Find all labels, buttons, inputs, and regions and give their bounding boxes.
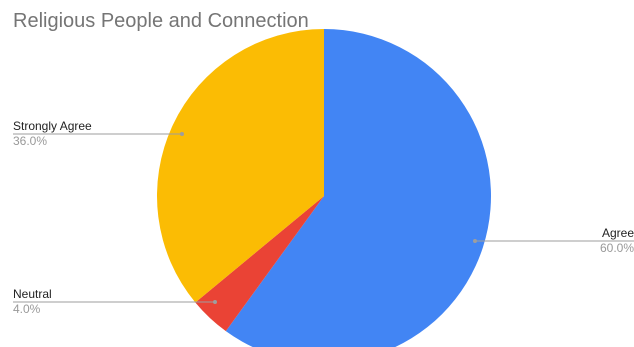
pct-label-agree: 60.0% [600, 241, 634, 255]
label-neutral: Neutral [13, 287, 52, 301]
label-strongly-agree: Strongly Agree [13, 119, 92, 133]
slice-strongly-agree[interactable] [156, 28, 324, 303]
leader-dot-strongly-agree [180, 132, 184, 136]
slice-agree[interactable] [225, 29, 491, 347]
leader-dot-agree [473, 239, 477, 243]
chart-title: Religious People and Connection [13, 10, 309, 32]
pie-slices [156, 28, 491, 347]
pct-label-neutral: 4.0% [13, 302, 41, 316]
pct-label-strongly-agree: 36.0% [13, 134, 47, 148]
leader-dot-neutral [213, 300, 217, 304]
slice-neutral[interactable] [195, 196, 324, 332]
label-agree: Agree [602, 226, 634, 240]
